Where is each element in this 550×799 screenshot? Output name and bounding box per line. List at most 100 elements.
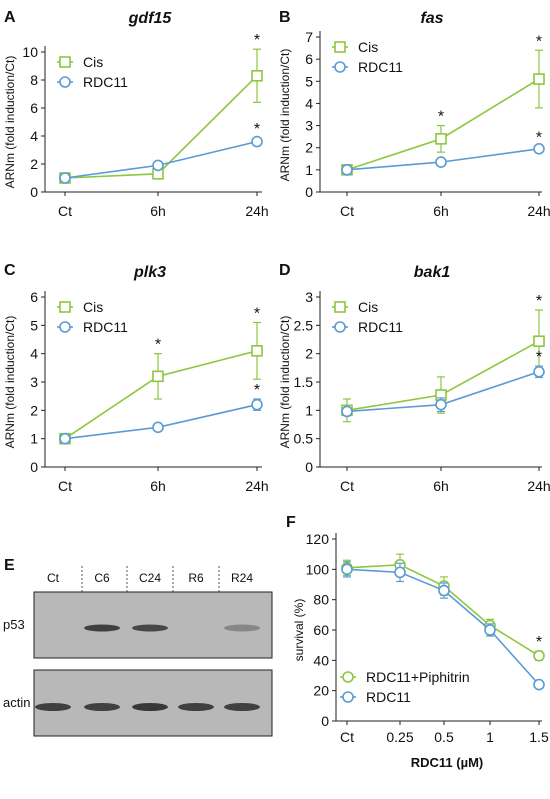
significance-star: * [438, 109, 444, 126]
x-tick-label: Ct [340, 478, 354, 494]
x-tick-label: 6h [433, 203, 449, 219]
legend-marker [342, 671, 354, 683]
y-tick-label: 5 [30, 317, 38, 333]
x-tick-label: 1 [486, 729, 494, 745]
data-point [251, 70, 263, 82]
y-axis-label: ARNm (fold induction/Ct) [278, 49, 292, 182]
y-tick-label: 0.5 [294, 431, 314, 447]
legend: Cis RDC11 [57, 299, 128, 335]
y-tick-label: 40 [313, 652, 329, 668]
y-tick-label: 80 [313, 592, 329, 608]
blot-band [132, 703, 168, 711]
significance-star: * [254, 32, 260, 49]
y-axis-label: survival (%) [292, 599, 306, 662]
data-point [533, 678, 545, 691]
legend-marker [334, 61, 346, 73]
data-point [152, 370, 164, 383]
y-tick-label: 2 [30, 402, 38, 418]
data-point [59, 432, 71, 445]
data-point [438, 584, 450, 597]
y-tick-label: 1 [305, 402, 313, 418]
y-tick-label: 2.5 [294, 317, 314, 333]
x-tick-label: 24h [527, 478, 550, 494]
blot-band [224, 624, 260, 632]
x-tick-label: Ct [340, 729, 354, 745]
y-axis-label: ARNm (fold induction/Ct) [278, 316, 292, 449]
data-point [251, 398, 263, 411]
y-axis-label: ARNm (fold induction/Ct) [3, 56, 17, 189]
significance-star: * [536, 293, 542, 310]
x-tick-label: 0.5 [434, 729, 454, 745]
y-tick-label: 6 [30, 100, 38, 116]
legend-label: Cis [83, 54, 103, 70]
significance-star: * [254, 306, 260, 323]
panel-letter: E [4, 557, 15, 574]
x-tick-label: 6h [433, 478, 449, 494]
x-tick-label: 24h [245, 203, 268, 219]
data-point [341, 405, 353, 418]
data-point [533, 73, 545, 85]
blot-band [35, 703, 71, 711]
y-tick-label: 10 [22, 44, 38, 60]
legend-marker [334, 301, 346, 313]
legend-marker [334, 41, 346, 53]
data-point [484, 624, 496, 636]
data-point [59, 172, 71, 184]
blot-row-label: actin [3, 695, 30, 710]
x-tick-label: 24h [527, 203, 550, 219]
significance-star: * [254, 382, 260, 399]
x-tick-label: 6h [150, 478, 166, 494]
legend-marker [59, 321, 71, 333]
y-tick-label: 6 [305, 51, 313, 67]
data-point [341, 563, 353, 576]
y-tick-label: 2 [305, 140, 313, 156]
panel-letter: F [286, 514, 296, 531]
blot-band [132, 624, 168, 632]
y-tick-label: 120 [306, 531, 330, 547]
y-tick-label: 0 [30, 459, 38, 475]
legend-label: RDC11 [358, 59, 403, 75]
y-tick-label: 100 [306, 561, 330, 577]
x-axis-label: RDC11 (µM) [411, 755, 484, 770]
legend: Cis RDC11 [332, 299, 403, 335]
data-point [533, 649, 545, 662]
y-tick-label: 0 [305, 184, 313, 200]
blot-band [224, 703, 260, 711]
data-point [435, 156, 447, 168]
significance-star: * [536, 634, 542, 651]
panel-letter: C [4, 262, 16, 279]
blot-membrane [33, 669, 273, 737]
y-tick-label: 1 [30, 431, 38, 447]
lane-label: R24 [231, 571, 253, 585]
blot-row-label: p53 [3, 617, 25, 632]
data-point [533, 365, 545, 378]
blot-band [178, 703, 214, 711]
data-point [251, 135, 263, 148]
legend-label: Cis [358, 39, 378, 55]
data-point [533, 143, 545, 155]
panel-letter: B [279, 9, 291, 26]
significance-star: * [536, 130, 542, 147]
legend-label: RDC11 [83, 74, 128, 90]
legend: Cis RDC11 [57, 54, 128, 90]
legend-marker [59, 56, 71, 68]
data-point [435, 133, 447, 145]
chart-title: bak1 [414, 264, 451, 281]
y-tick-label: 3 [305, 289, 313, 305]
significance-star: * [254, 121, 260, 138]
y-tick-label: 1 [305, 162, 313, 178]
lane-label: C24 [139, 571, 161, 585]
legend: Cis RDC11 [332, 39, 403, 75]
data-point [341, 164, 353, 176]
panel-letter: D [279, 262, 291, 279]
legend-marker [342, 691, 354, 703]
y-tick-label: 0 [305, 459, 313, 475]
y-tick-label: 3 [30, 374, 38, 390]
x-tick-label: 0.25 [386, 729, 413, 745]
legend-label: RDC11 [83, 319, 128, 335]
lane-label: R6 [188, 571, 204, 585]
